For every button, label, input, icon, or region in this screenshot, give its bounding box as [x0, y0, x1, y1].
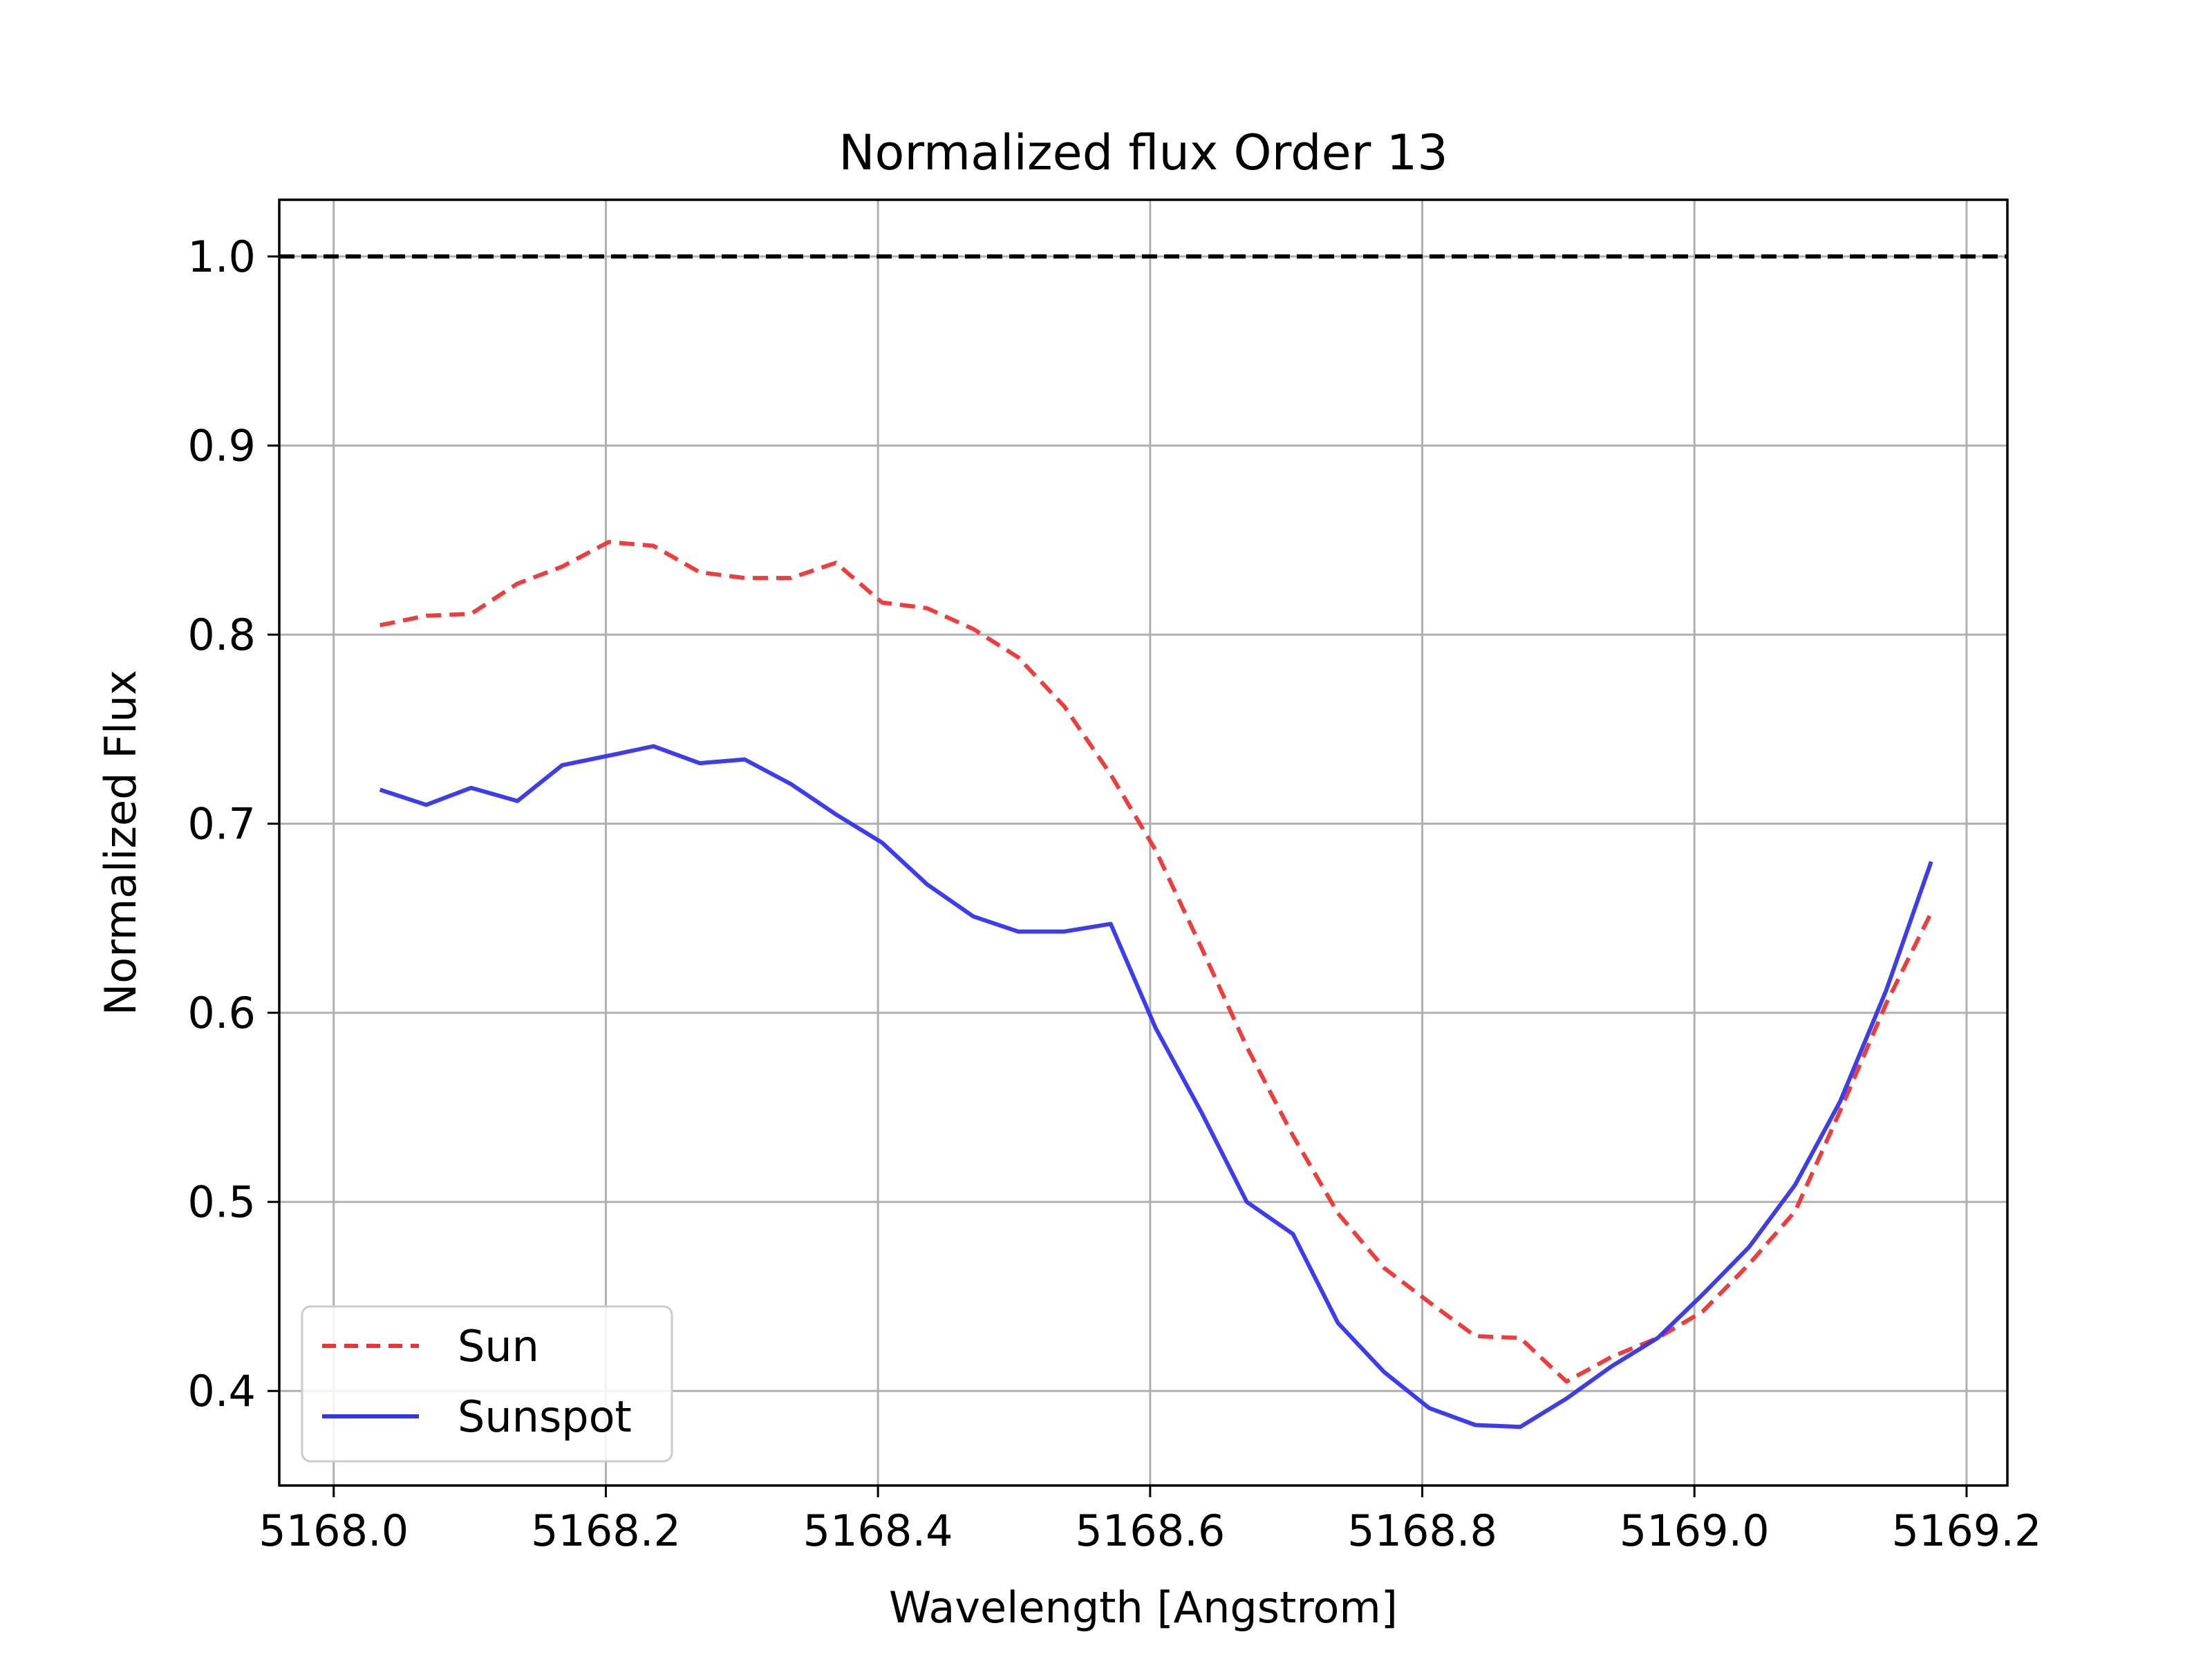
- x-axis-ticks: 5168.0 5168.2 5168.4 5168.6 5168.8 5169.0 5169…: [259, 1485, 2041, 1556]
- y-axis-label: Normalized Flux: [95, 670, 146, 1015]
- legend-label-sun: Sun: [458, 1321, 539, 1371]
- series-sunspot: [379, 744, 1933, 1430]
- x-tick-label: 5168.6: [1075, 1506, 1225, 1556]
- y-tick-label: 0.9: [187, 421, 256, 471]
- chart-title: Normalized flux Order 13: [838, 124, 1448, 181]
- y-tick-label: 0.5: [187, 1177, 256, 1228]
- x-axis-label: Wavelength [Angstrom]: [889, 1582, 1398, 1633]
- y-axis-ticks: 0.4 0.5 0.6 0.7 0.8 0.9 1.0: [187, 232, 279, 1416]
- y-tick-label: 0.8: [187, 610, 256, 660]
- y-tick-label: 0.7: [187, 799, 256, 850]
- series-line-sunspot: [379, 744, 1933, 1430]
- y-tick-label: 0.6: [187, 988, 256, 1038]
- series-layer: [379, 540, 1933, 1430]
- series-line-sun: [379, 540, 1933, 1384]
- plot-frame: [278, 198, 2009, 1487]
- series-sun: [379, 540, 1933, 1384]
- x-tick-label: 5168.8: [1347, 1506, 1497, 1556]
- x-tick-label: 5169.2: [1891, 1506, 2041, 1556]
- legend-label-sunspot: Sunspot: [458, 1391, 632, 1442]
- x-tick-label: 5168.0: [259, 1506, 409, 1556]
- x-tick-label: 5168.4: [803, 1506, 953, 1556]
- legend: Sun Sunspot: [301, 1305, 673, 1463]
- y-tick-label: 1.0: [187, 232, 256, 282]
- x-tick-label: 5169.0: [1620, 1506, 1770, 1556]
- x-tick-label: 5168.2: [531, 1506, 681, 1556]
- y-tick-label: 0.4: [187, 1366, 256, 1416]
